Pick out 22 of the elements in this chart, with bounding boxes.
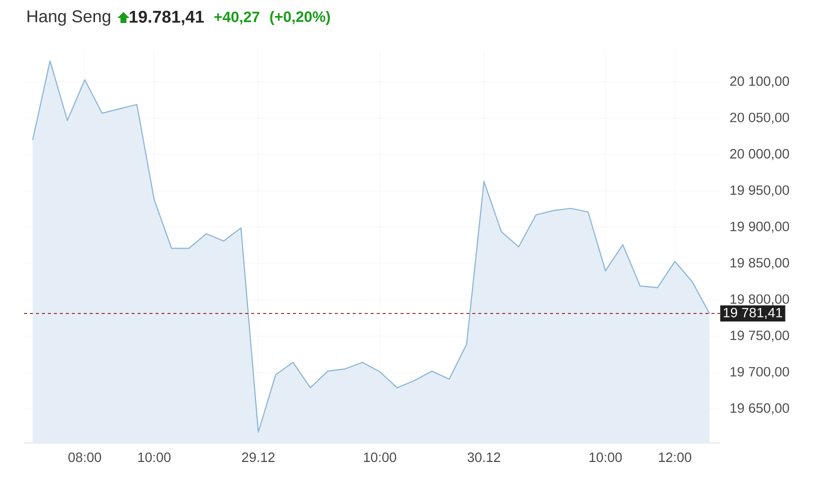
y-tick-label: 19 700,00 [730,366,790,378]
text: +40,27 [214,12,260,24]
x-tick-label: 12:00 [659,452,692,462]
y-tick-label: 19 900,00 [730,222,790,233]
text: 19.781,41 [130,10,204,26]
x-tick-label: 08:00 [68,452,102,462]
text: (+0,20%) [270,10,330,25]
x-tick-label: 10:00 [138,452,171,462]
y-tick-label: 19 650,00 [730,403,790,414]
x-tick-label: 30.12 [468,452,500,462]
y-tick-label: 19 850,00 [730,258,790,270]
y-tick-label: 20 100,00 [730,76,790,88]
x-tick-label: 29.12 [242,452,275,462]
x-tick-label: 10:00 [590,452,622,462]
y-tick-label: 19 800,00 [730,294,790,306]
y-tick-label: 19 950,00 [730,185,790,197]
y-tick-label: 20 050,00 [730,112,790,124]
ref-line-label: 19 781,41 [724,308,782,319]
chart-title: Hang Seng [28,10,110,26]
y-tick-label: 20 000,00 [730,149,790,160]
y-tick-label: 19 750,00 [730,330,790,342]
x-tick-label: 10:00 [364,452,396,462]
